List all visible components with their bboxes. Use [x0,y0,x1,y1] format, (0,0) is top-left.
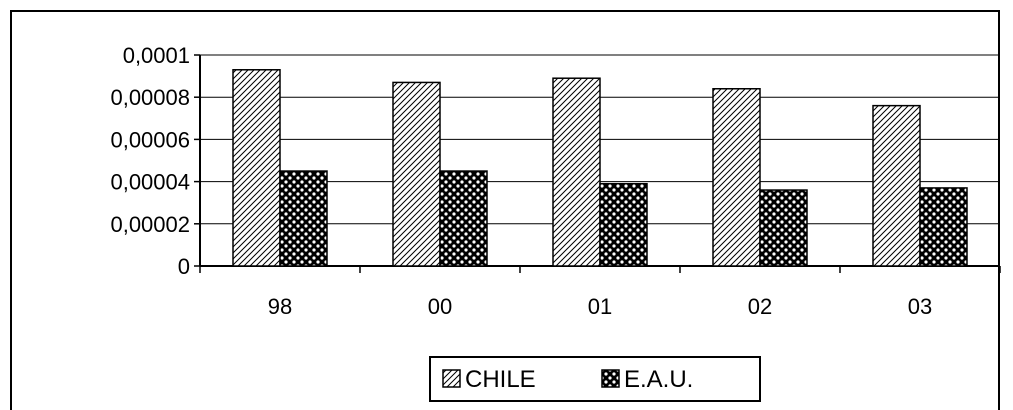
x-tick-label: 98 [268,294,292,319]
x-tick-label: 02 [748,294,772,319]
bar-chile-02 [712,88,761,267]
bar-chile-98 [232,69,281,267]
x-tick-label: 01 [588,294,612,319]
x-tick-labels: 98 00 01 02 03 [268,294,932,319]
bars [232,69,968,267]
legend-label-chile: CHILE [465,366,536,393]
y-tick-label: 0,00006 [110,127,190,152]
legend-swatch-chile [442,369,461,388]
bar-eau-01 [599,182,648,267]
legend-label-eau: E.A.U. [624,366,693,393]
legend-box [429,356,761,402]
bar-eau-03 [919,187,968,267]
bar-chile-03 [872,104,921,267]
legend-swatch-eau [601,369,620,388]
x-tick-label: 00 [428,294,452,319]
y-tick-label: 0,00002 [110,212,190,237]
y-tick-labels: 0 0,00002 0,00004 0,00006 0,00008 0,0001 [110,43,190,279]
y-tick-label: 0,00004 [110,170,190,195]
x-tick-label: 03 [908,294,932,319]
chart-frame [10,10,1000,410]
legend: CHILE E.A.U. [429,356,761,402]
bar-eau-02 [759,189,808,267]
bar-eau-00 [439,170,488,267]
bar-eau-98 [279,170,328,267]
bar-chile-01 [552,77,601,267]
y-tick-label: 0,00008 [110,85,190,110]
bar-chile-00 [392,81,441,267]
y-tick-label: 0 [178,254,190,279]
y-tick-label: 0,0001 [123,43,190,68]
